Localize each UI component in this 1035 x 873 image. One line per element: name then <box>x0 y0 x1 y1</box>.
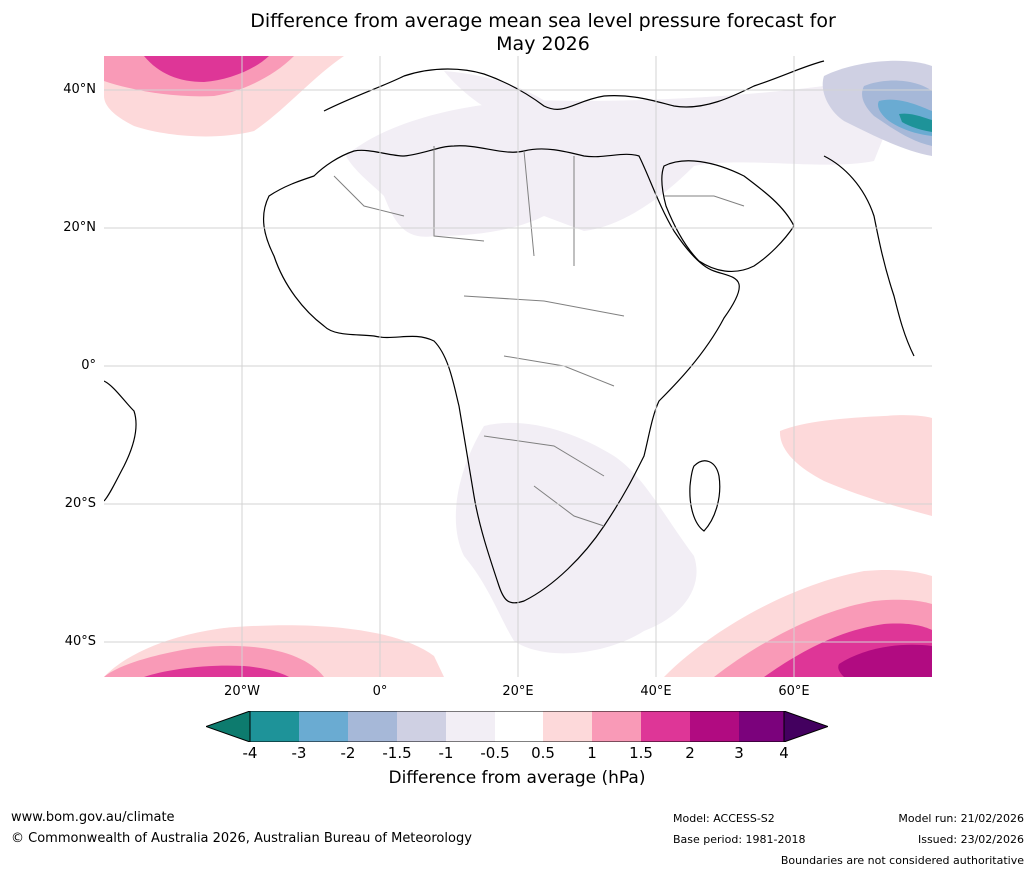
footer-base-period: Base period: 1981-2018 <box>673 833 806 846</box>
lat-label-40s: 40°S <box>64 634 96 649</box>
colorbar-label-pos3: 3 <box>734 744 744 762</box>
colorbar-label-pos4: 4 <box>779 744 789 762</box>
colorbar <box>206 711 828 742</box>
lat-label-20n: 20°N <box>63 220 96 235</box>
coastline-madagascar <box>689 460 721 532</box>
anomaly-pos1-southwest <box>104 645 324 677</box>
coastline-arabia <box>661 160 795 273</box>
coastline-india <box>823 155 915 357</box>
footer-issued: Issued: 23/02/2026 <box>917 833 1024 846</box>
footer-model: Model: ACCESS-S2 <box>673 812 775 825</box>
colorbar-cell-neg1 <box>397 711 446 742</box>
colorbar-label-neg2: -2 <box>340 744 356 762</box>
colorbar-label-pos1: 1 <box>587 744 597 762</box>
lon-label-40e: 40°E <box>640 684 672 699</box>
anomaly-pos2-southeast <box>838 644 932 677</box>
footer-url[interactable]: www.bom.gov.au/climate <box>11 810 175 825</box>
colorbar-cell-pos05 <box>543 711 592 742</box>
colorbar-cell-neg3 <box>250 711 299 742</box>
colorbar-label-pos2: 2 <box>685 744 695 762</box>
colorbar-arrow-low <box>206 711 251 742</box>
title-line-1: Difference from average mean sea level p… <box>250 10 836 32</box>
colorbar-cell-pos3 <box>739 711 784 742</box>
colorbar-cell-neg05 <box>446 711 495 742</box>
anomaly-neg05-southern-africa <box>455 422 697 654</box>
gridlines <box>104 56 932 677</box>
forecast-map <box>104 56 932 677</box>
footer-model-run: Model run: 21/02/2026 <box>898 812 1024 825</box>
title-line-2: May 2026 <box>496 33 590 55</box>
colorbar-cell-pos1 <box>592 711 641 742</box>
chart-title: Difference from average mean sea level p… <box>0 10 1035 56</box>
lon-label-60e: 60°E <box>778 684 810 699</box>
coastline-south-america <box>104 380 137 502</box>
colorbar-label-neg05: -0.5 <box>480 744 510 762</box>
anomaly-neg3-asia <box>899 113 932 132</box>
anomaly-pos05-indian-ocean <box>779 415 932 516</box>
anomaly-neg05-north-africa <box>346 86 884 237</box>
colorbar-label-neg1: -1 <box>438 744 454 762</box>
colorbar-label-pos05: 0.5 <box>531 744 555 762</box>
lon-label-20w: 20°W <box>224 684 260 699</box>
colorbar-cell-neg15 <box>348 711 397 742</box>
colorbar-title: Difference from average (hPa) <box>388 768 646 788</box>
anomaly-pos15-northwest <box>144 56 269 82</box>
lat-label-40n: 40°N <box>63 82 96 97</box>
colorbar-arrow-high <box>783 711 828 742</box>
colorbar-cell-neg2 <box>299 711 348 742</box>
colorbar-label-pos15: 1.5 <box>629 744 653 762</box>
colorbar-label-neg3: -3 <box>291 744 307 762</box>
lat-label-0: 0° <box>81 358 96 373</box>
anomaly-neg05-mediterranean <box>444 71 564 126</box>
colorbar-cell-pos15 <box>641 711 690 742</box>
colorbar-cell-pos2 <box>690 711 739 742</box>
footer-copyright: © Commonwealth of Australia 2026, Austra… <box>11 831 472 846</box>
colorbar-cell-zero <box>495 711 543 742</box>
footer-disclaimer: Boundaries are not considered authoritat… <box>780 854 1024 867</box>
lon-label-0: 0° <box>372 684 388 699</box>
anomaly-pos15-southwest <box>144 665 289 677</box>
lat-label-20s: 20°S <box>64 496 96 511</box>
colorbar-label-neg15: -1.5 <box>382 744 412 762</box>
lon-label-20e: 20°E <box>502 684 534 699</box>
colorbar-label-neg4: -4 <box>242 744 258 762</box>
